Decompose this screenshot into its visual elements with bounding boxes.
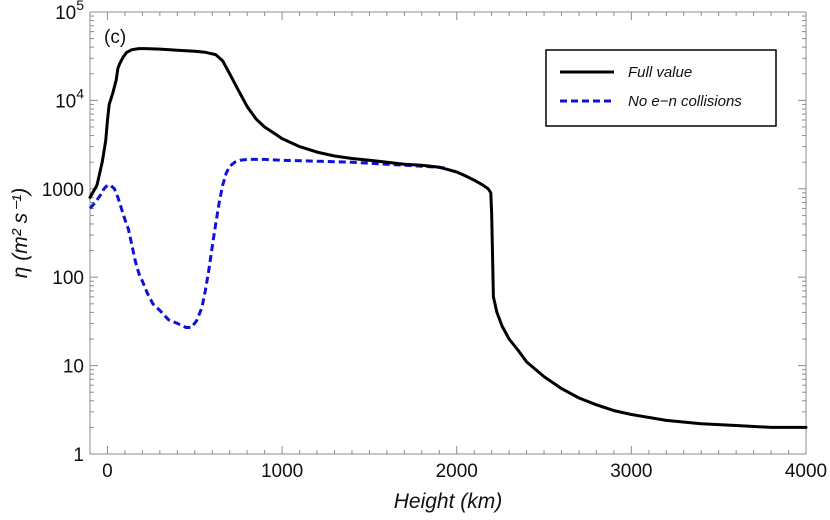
y-tick-label: 1000	[42, 180, 84, 201]
y-tick-label: 105	[55, 0, 84, 24]
y-axis-ticks: 1 10 100 1000 104 105	[42, 0, 806, 466]
legend: Full value No e−n collisions	[545, 49, 777, 127]
legend-box	[545, 49, 777, 127]
y-tick-label: 100	[52, 268, 84, 289]
y-tick-label: 1	[73, 445, 84, 466]
x-axis-ticks: 0 1000 2000 3000 4000	[89, 12, 827, 482]
x-tick-label: 1000	[261, 461, 303, 482]
x-tick-label: 0	[102, 461, 113, 482]
x-tick-label: 4000	[785, 461, 827, 482]
series-line-full-value	[88, 47, 808, 429]
panel-label: (c)	[104, 27, 126, 48]
y-tick-label: 10	[63, 357, 84, 378]
y-tick-label: 104	[55, 85, 84, 112]
series-line-no-en-collisions	[88, 157, 449, 329]
series-layer	[88, 47, 808, 429]
plot-frame	[89, 11, 807, 455]
legend-label-no-en-collisions: No e−n collisions	[628, 93, 742, 110]
x-tick-label: 2000	[436, 461, 478, 482]
y-axis-title: η (m² s⁻¹)	[9, 188, 32, 278]
x-axis-title: Height (km)	[394, 490, 503, 513]
legend-label-full-value: Full value	[628, 64, 692, 81]
x-tick-label: 3000	[610, 461, 652, 482]
